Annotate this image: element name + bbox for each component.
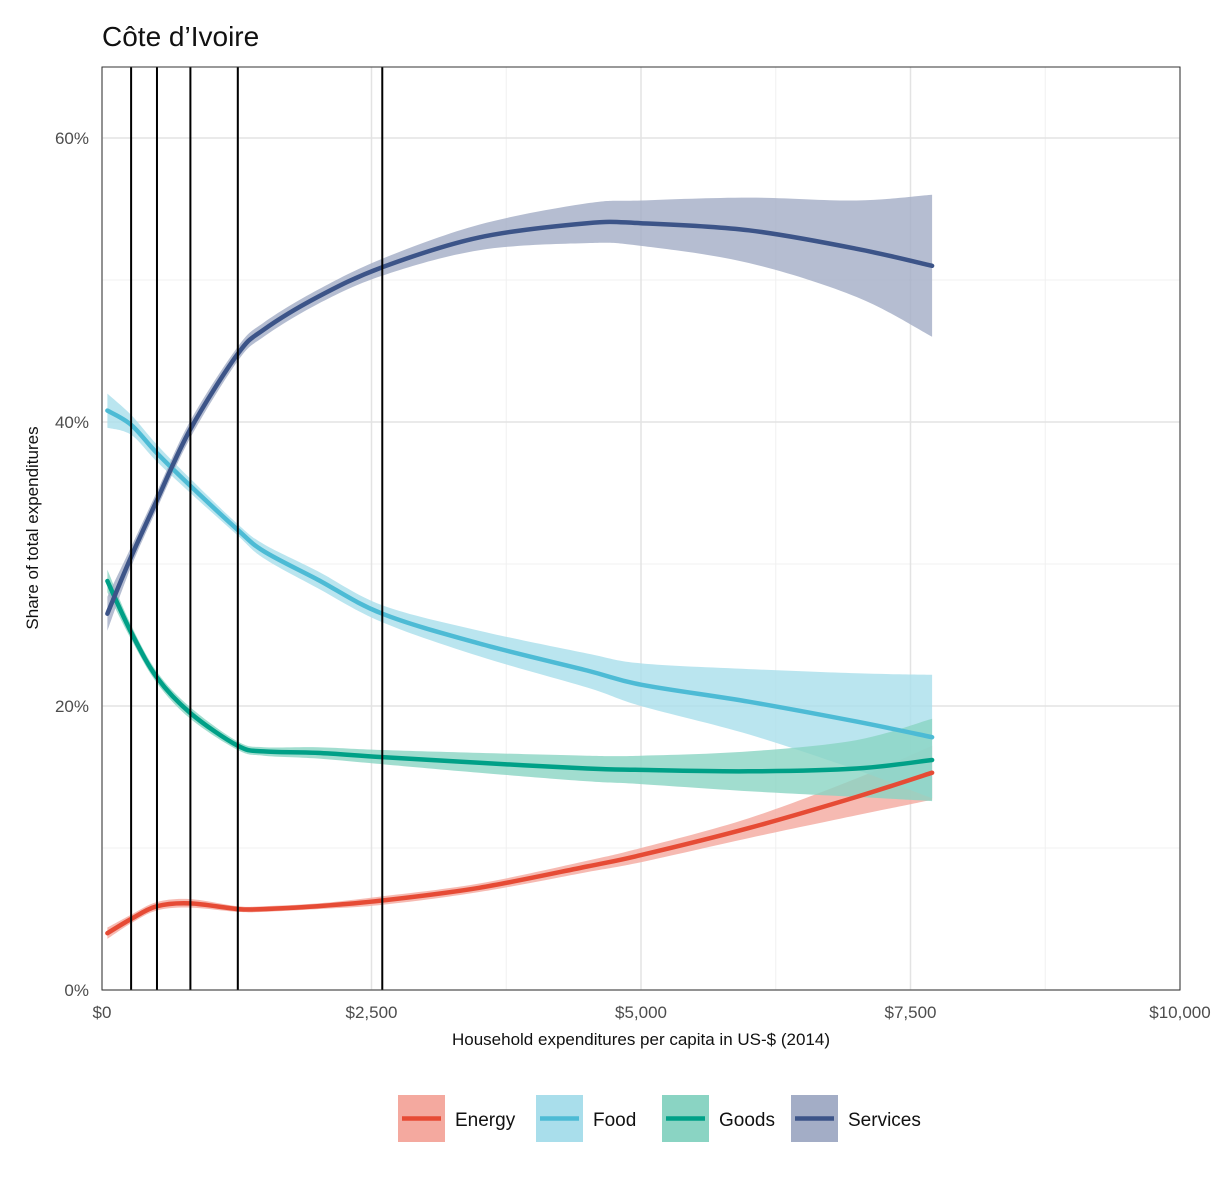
y-tick-label: 0% (64, 981, 89, 1000)
confidence-bands (107, 194, 933, 939)
band-services (107, 194, 933, 631)
x-axis-ticks: $0 $2,500 $5,000 $7,500 $10,000 (93, 1003, 1211, 1022)
legend-item-energy: Energy (398, 1095, 516, 1142)
chart-title: Côte d’Ivoire (102, 21, 259, 52)
y-tick-label: 60% (55, 129, 89, 148)
legend-item-food: Food (536, 1095, 636, 1142)
legend-label-energy: Energy (455, 1110, 516, 1131)
line-energy (105, 770, 935, 936)
y-tick-label: 40% (55, 413, 89, 432)
legend-item-goods: Goods (662, 1095, 775, 1142)
legend-label-goods: Goods (719, 1110, 775, 1131)
legend-item-services: Services (791, 1095, 921, 1142)
legend: Energy Food Goods Services (398, 1095, 921, 1142)
x-tick-label: $10,000 (1149, 1003, 1210, 1022)
legend-label-services: Services (848, 1110, 921, 1131)
band-goods (107, 569, 933, 802)
panel-border (101, 66, 1181, 991)
x-tick-label: $0 (93, 1003, 112, 1022)
x-axis-title: Household expenditures per capita in US-… (452, 1030, 830, 1049)
y-tick-label: 20% (55, 697, 89, 716)
x-tick-label: $2,500 (346, 1003, 398, 1022)
line-services (105, 219, 935, 616)
x-tick-label: $7,500 (885, 1003, 937, 1022)
y-axis-title: Share of total expenditures (23, 426, 42, 629)
vertical-reference-lines (130, 67, 384, 990)
y-axis-ticks: 0% 20% 40% 60% (55, 129, 89, 1000)
x-tick-label: $5,000 (615, 1003, 667, 1022)
legend-label-food: Food (593, 1110, 636, 1131)
series-lines (105, 219, 935, 936)
